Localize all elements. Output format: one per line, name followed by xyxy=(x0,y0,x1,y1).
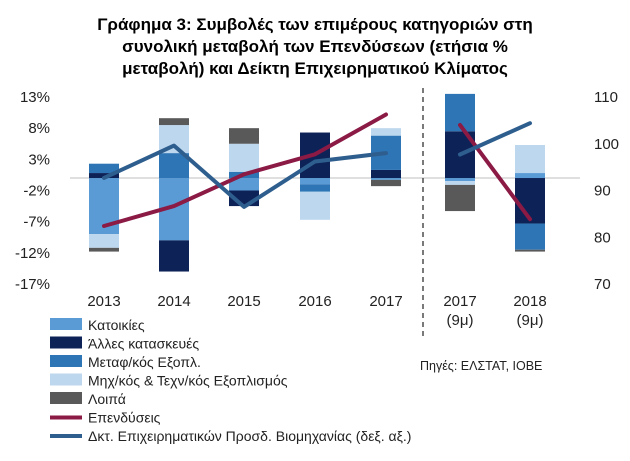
x-axis-ticks: 2013 2014 2015 2016 2017 2017 (9μ) 2018 (9μ) xyxy=(87,293,546,329)
legend-swatch xyxy=(50,318,82,330)
line-series xyxy=(102,112,532,228)
left-axis-ticks: 13% 8% 3% -2% -7% -12% -17% xyxy=(15,89,50,293)
chart-title: Γράφημα 3: Συμβολές των επιμέρους κατηγο… xyxy=(97,15,533,78)
bar-segment xyxy=(229,178,259,191)
x-tick-sublabel: (9μ) xyxy=(517,312,544,329)
x-tick-label: 2017 xyxy=(369,293,402,310)
line-series-path xyxy=(102,143,388,209)
bar-segment xyxy=(371,169,401,179)
bar-segment xyxy=(89,234,119,248)
x-tick-label: 2018 xyxy=(513,293,546,310)
chart-title-line: συνολική μεταβολή των Επενδύσεων (ετήσια… xyxy=(122,37,508,56)
x-tick-label: 2016 xyxy=(298,293,331,310)
right-tick-label: 80 xyxy=(594,229,611,246)
line-series-path xyxy=(458,123,532,222)
chart-title-line: Γράφημα 3: Συμβολές των επιμέρους κατηγο… xyxy=(97,15,533,34)
bar-segment xyxy=(445,178,475,182)
bar-segment xyxy=(89,247,119,252)
x-tick-label: 2013 xyxy=(87,293,120,310)
left-tick-label: -12% xyxy=(15,245,50,262)
bar-segment xyxy=(229,143,259,172)
bar-segment xyxy=(371,128,401,136)
bar-segment xyxy=(300,184,330,192)
x-tick-label: 2014 xyxy=(157,293,190,310)
legend-label: Επενδύσεις xyxy=(88,410,161,426)
left-tick-label: -7% xyxy=(23,214,50,231)
bar-segment xyxy=(371,178,401,180)
bar-segment xyxy=(159,118,189,126)
chart-title-line: μεταβολή) και Δείκτη Επιχειρηματικού Κλί… xyxy=(122,59,508,78)
source-note: Πηγές: ΕΛΣΤΑΤ, ΙΟΒΕ xyxy=(420,359,542,373)
line-series-path xyxy=(458,121,532,157)
bar-segment xyxy=(89,163,119,174)
legend-swatch xyxy=(50,355,82,367)
legend-label: Άλλες κατασκευές xyxy=(88,336,199,352)
x-tick-label: 2015 xyxy=(227,293,260,310)
x-tick-label: 2017 xyxy=(443,293,476,310)
legend-swatch xyxy=(50,373,82,386)
right-tick-label: 70 xyxy=(594,276,611,293)
right-tick-label: 110 xyxy=(594,89,618,106)
legend-label: Δκτ. Επιχειρηματικών Προσδ. Βιομηχανίας … xyxy=(88,428,411,444)
legend-label: Λοιπά xyxy=(88,391,126,407)
x-tick-sublabel: (9μ) xyxy=(447,312,474,329)
legend: Κατοικίες Άλλες κατασκευές Μεταφ/κός Εξοπλ… xyxy=(50,317,411,444)
left-tick-label: 3% xyxy=(28,151,50,168)
bar-segment xyxy=(229,128,259,144)
bar-segment xyxy=(445,181,475,185)
stacked-bars xyxy=(89,93,545,272)
bar-segment xyxy=(371,179,401,187)
bar-segment xyxy=(300,178,330,185)
bar-segment xyxy=(159,240,189,272)
right-tick-label: 90 xyxy=(594,183,611,200)
bar-segment xyxy=(300,191,330,220)
bar-segment xyxy=(515,223,545,250)
legend-label: Κατοικίες xyxy=(88,317,145,333)
right-axis-ticks: 110 100 90 80 70 xyxy=(594,89,619,293)
left-tick-label: 13% xyxy=(20,89,50,106)
left-tick-label: -17% xyxy=(15,276,50,293)
line-series-path xyxy=(102,112,388,228)
bar-segment xyxy=(445,184,475,212)
bar-segment xyxy=(515,173,545,179)
legend-label: Μηχ/κός & Τεχν/κός Εξοπλισμός xyxy=(88,373,288,389)
right-tick-label: 100 xyxy=(594,136,619,153)
left-tick-label: 8% xyxy=(28,120,50,137)
bar-segment xyxy=(159,153,189,179)
bar-segment xyxy=(515,144,545,174)
legend-swatch xyxy=(50,336,82,349)
legend-swatch xyxy=(50,392,82,404)
bar-segment xyxy=(515,249,545,252)
legend-label: Μεταφ/κός Εξοπλ. xyxy=(88,354,201,370)
left-tick-label: -2% xyxy=(23,183,50,200)
bar-segment xyxy=(89,173,119,179)
